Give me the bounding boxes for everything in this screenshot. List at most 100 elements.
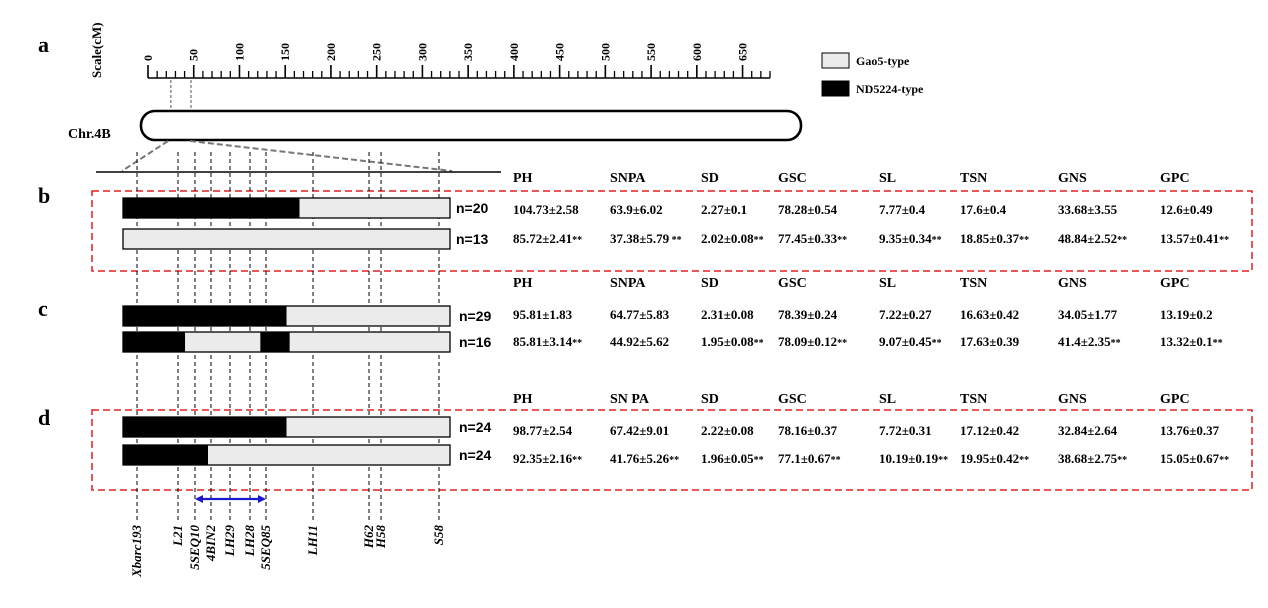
genotype-d-row5-outline bbox=[122, 444, 451, 466]
significance-marker: ** bbox=[1213, 338, 1223, 349]
sample-size-b-row1: n=13 bbox=[456, 231, 489, 247]
trait-value-number: 38.68±2.75 bbox=[1058, 451, 1118, 466]
trait-value-number: 95.81±1.83 bbox=[513, 307, 573, 322]
trait-value-b-r1-sd: 2.02±0.08** bbox=[701, 231, 764, 246]
scale-tick-label-200: 200 bbox=[324, 43, 338, 61]
trait-header-c-tsn: TSN bbox=[960, 276, 987, 291]
trait-header-d-tsn: TSN bbox=[960, 392, 987, 407]
trait-value-number: 33.68±3.55 bbox=[1058, 202, 1118, 217]
significance-marker: ** bbox=[837, 235, 847, 246]
trait-value-number: 85.72±2.41 bbox=[513, 231, 572, 246]
significance-marker: ** bbox=[572, 338, 582, 349]
trait-value-c-r1-gns: 41.4±2.35** bbox=[1058, 334, 1121, 349]
trait-value-number: 1.95±0.08 bbox=[701, 334, 754, 349]
trait-value-number: 41.4±2.35 bbox=[1058, 334, 1111, 349]
significance-marker: ** bbox=[669, 235, 682, 246]
sample-size-c-row2: n=29 bbox=[459, 308, 492, 324]
trait-value-number: 78.28±0.54 bbox=[778, 202, 838, 217]
genotype-c-row2-outline bbox=[122, 305, 451, 327]
genotype-d-row5-segment-0 bbox=[123, 445, 209, 465]
chromosome-body bbox=[139, 109, 803, 142]
trait-value-number: 13.19±0.2 bbox=[1160, 307, 1213, 322]
significance-marker: ** bbox=[669, 455, 679, 466]
trait-value-number: 7.22±0.27 bbox=[879, 307, 932, 322]
sample-size-d-row4: n=24 bbox=[459, 419, 492, 435]
marker-label-h62: H62 bbox=[361, 525, 376, 550]
significance-marker: ** bbox=[754, 235, 764, 246]
trait-value-number: 32.84±2.64 bbox=[1058, 423, 1118, 438]
marker-label-xbarc193: Xbarc193 bbox=[129, 525, 144, 579]
trait-value-c-r1-sl: 9.07±0.45** bbox=[879, 334, 942, 349]
trait-value-number: 77.1±0.67 bbox=[778, 451, 831, 466]
zoom-line-right bbox=[189, 140, 453, 172]
genotype-c-row3-outline bbox=[122, 331, 451, 353]
panel-letter-d: d bbox=[38, 405, 50, 430]
significance-marker: ** bbox=[1019, 235, 1029, 246]
significance-marker: ** bbox=[1219, 455, 1229, 466]
trait-value-b-r0-sd: 2.27±0.1 bbox=[701, 202, 747, 217]
highlight-box-b bbox=[91, 190, 1253, 272]
trait-value-c-r0-gpc: 13.19±0.2 bbox=[1160, 307, 1213, 322]
scale-tick-label-300: 300 bbox=[415, 43, 429, 61]
significance-marker: ** bbox=[754, 338, 764, 349]
trait-value-number: 7.77±0.4 bbox=[879, 202, 926, 217]
trait-header-d-gns: GNS bbox=[1058, 392, 1087, 407]
scale-tick-label-650: 650 bbox=[736, 43, 750, 61]
highlight-box-d bbox=[91, 409, 1253, 491]
trait-value-b-r0-tsn: 17.6±0.4 bbox=[960, 202, 1007, 217]
scale-tick-label-250: 250 bbox=[370, 43, 384, 61]
trait-value-c-r0-ph: 95.81±1.83 bbox=[513, 307, 573, 322]
zoom-line-left bbox=[121, 140, 169, 172]
trait-header-b-sl: SL bbox=[879, 171, 896, 186]
trait-value-b-r1-gpc: 13.57±0.41** bbox=[1160, 231, 1229, 246]
trait-header-c-sl: SL bbox=[879, 276, 896, 291]
trait-header-b-gsc: GSC bbox=[778, 171, 807, 186]
sample-size-c-row3: n=16 bbox=[459, 334, 492, 350]
trait-value-c-r0-gsc: 78.39±0.24 bbox=[778, 307, 838, 322]
trait-value-c-r1-ph: 85.81±3.14** bbox=[513, 334, 582, 349]
significance-marker: ** bbox=[1117, 235, 1127, 246]
trait-value-number: 9.07±0.45 bbox=[879, 334, 932, 349]
trait-value-number: 16.63±0.42 bbox=[960, 307, 1019, 322]
trait-value-b-r1-snpa: 37.38±5.79 ** bbox=[610, 231, 682, 246]
trait-value-number: 64.77±5.83 bbox=[610, 307, 670, 322]
significance-marker: ** bbox=[1111, 338, 1121, 349]
genotype-d-row5-segment-1 bbox=[208, 445, 450, 465]
significance-marker: ** bbox=[938, 455, 948, 466]
trait-value-d-r0-gpc: 13.76±0.37 bbox=[1160, 423, 1220, 438]
trait-value-number: 19.95±0.42 bbox=[960, 451, 1019, 466]
genotype-b-row1-outline bbox=[122, 228, 451, 250]
genotype-c-row3-segment-2 bbox=[260, 332, 290, 352]
trait-header-d-sl: SL bbox=[879, 392, 896, 407]
trait-value-number: 104.73±2.58 bbox=[513, 202, 579, 217]
genotype-d-row4-segment-1 bbox=[286, 417, 450, 437]
trait-header-c-gpc: GPC bbox=[1160, 276, 1190, 291]
trait-value-d-r0-sn-pa: 67.42±9.01 bbox=[610, 423, 669, 438]
chromosome-label: Chr.4B bbox=[68, 127, 111, 142]
trait-value-number: 15.05±0.67 bbox=[1160, 451, 1220, 466]
trait-value-number: 17.12±0.42 bbox=[960, 423, 1019, 438]
significance-marker: ** bbox=[1219, 235, 1229, 246]
marker-label-5seq10: 5SEQ10 bbox=[187, 525, 202, 570]
marker-label-l21: L21 bbox=[170, 525, 185, 547]
trait-value-d-r0-sd: 2.22±0.08 bbox=[701, 423, 754, 438]
trait-value-number: 2.02±0.08 bbox=[701, 231, 754, 246]
trait-value-b-r0-ph: 104.73±2.58 bbox=[513, 202, 579, 217]
marker-label-lh29: LH29 bbox=[222, 525, 237, 558]
genotype-c-row2-segment-0 bbox=[123, 306, 287, 326]
significance-marker: ** bbox=[831, 455, 841, 466]
trait-header-b-gpc: GPC bbox=[1160, 171, 1190, 186]
trait-header-c-sd: SD bbox=[701, 276, 719, 291]
trait-header-b-tsn: TSN bbox=[960, 171, 987, 186]
trait-value-d-r0-gsc: 78.16±0.37 bbox=[778, 423, 838, 438]
trait-value-d-r1-sn-pa: 41.76±5.26** bbox=[610, 451, 679, 466]
trait-header-b-sd: SD bbox=[701, 171, 719, 186]
trait-value-c-r1-sd: 1.95±0.08** bbox=[701, 334, 764, 349]
trait-value-d-r1-sl: 10.19±0.19** bbox=[879, 451, 948, 466]
trait-value-b-r1-tsn: 18.85±0.37** bbox=[960, 231, 1029, 246]
trait-value-number: 9.35±0.34 bbox=[879, 231, 932, 246]
scale-tick-label-50: 50 bbox=[187, 49, 201, 61]
trait-value-number: 85.81±3.14 bbox=[513, 334, 573, 349]
genotype-d-row4-outline bbox=[122, 416, 451, 438]
